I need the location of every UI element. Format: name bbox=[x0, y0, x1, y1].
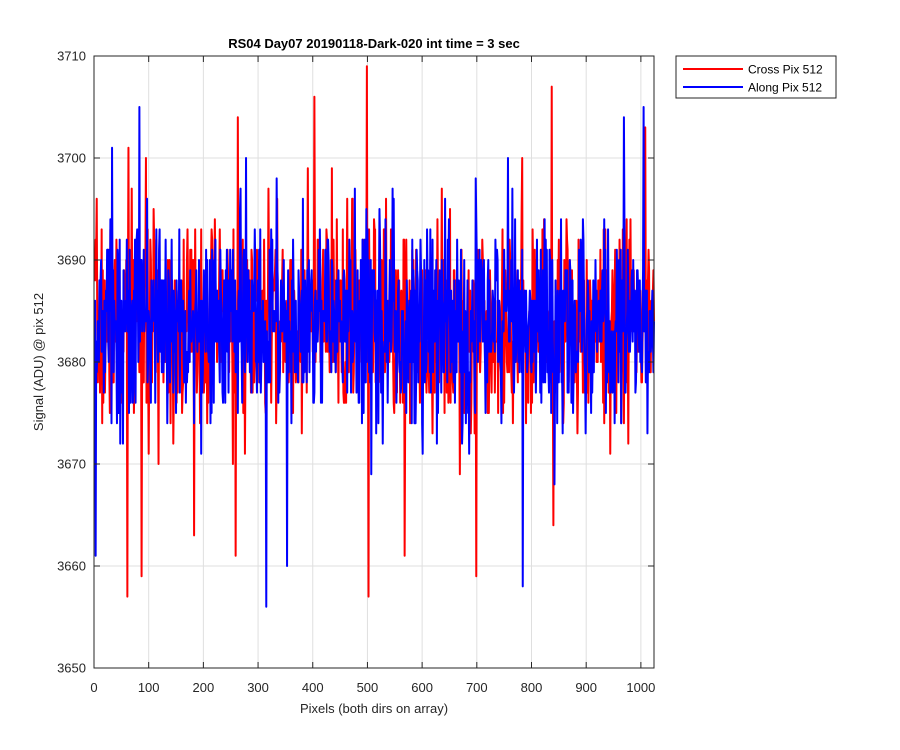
series-layer bbox=[93, 65, 655, 608]
x-tick-label: 800 bbox=[521, 680, 543, 695]
y-tick-label: 3710 bbox=[57, 49, 86, 64]
tick-marks bbox=[93, 55, 654, 669]
y-tick-label: 3660 bbox=[57, 559, 86, 574]
chart-title: RS04 Day07 20190118-Dark-020 int time = … bbox=[228, 36, 520, 51]
x-tick-label: 400 bbox=[302, 680, 324, 695]
y-axis-label: Signal (ADU) @ pix 512 bbox=[31, 293, 46, 431]
x-tick-label: 600 bbox=[411, 680, 433, 695]
x-tick-label: 300 bbox=[247, 680, 269, 695]
series-line-along bbox=[93, 106, 655, 608]
x-tick-label: 0 bbox=[90, 680, 97, 695]
y-tick-label: 3700 bbox=[57, 151, 86, 166]
y-tick-label: 3650 bbox=[57, 661, 86, 676]
legend-label-cross: Cross Pix 512 bbox=[748, 63, 823, 77]
x-tick-label: 1000 bbox=[626, 680, 655, 695]
y-tick-label: 3690 bbox=[57, 253, 86, 268]
y-tick-label: 3670 bbox=[57, 457, 86, 472]
x-tick-label: 200 bbox=[193, 680, 215, 695]
x-tick-label: 700 bbox=[466, 680, 488, 695]
legend: Cross Pix 512 Along Pix 512 bbox=[675, 55, 837, 99]
legend-label-along: Along Pix 512 bbox=[748, 81, 822, 95]
x-axis-label: Pixels (both dirs on array) bbox=[300, 701, 448, 716]
tick-labels: 0 100 200 300 400 500 600 700 800 900 1000 3650 3660… bbox=[57, 49, 655, 696]
x-tick-label: 900 bbox=[575, 680, 597, 695]
y-tick-label: 3680 bbox=[57, 355, 86, 370]
legend-box bbox=[675, 55, 837, 99]
x-tick-label: 100 bbox=[138, 680, 160, 695]
x-tick-label: 500 bbox=[357, 680, 379, 695]
